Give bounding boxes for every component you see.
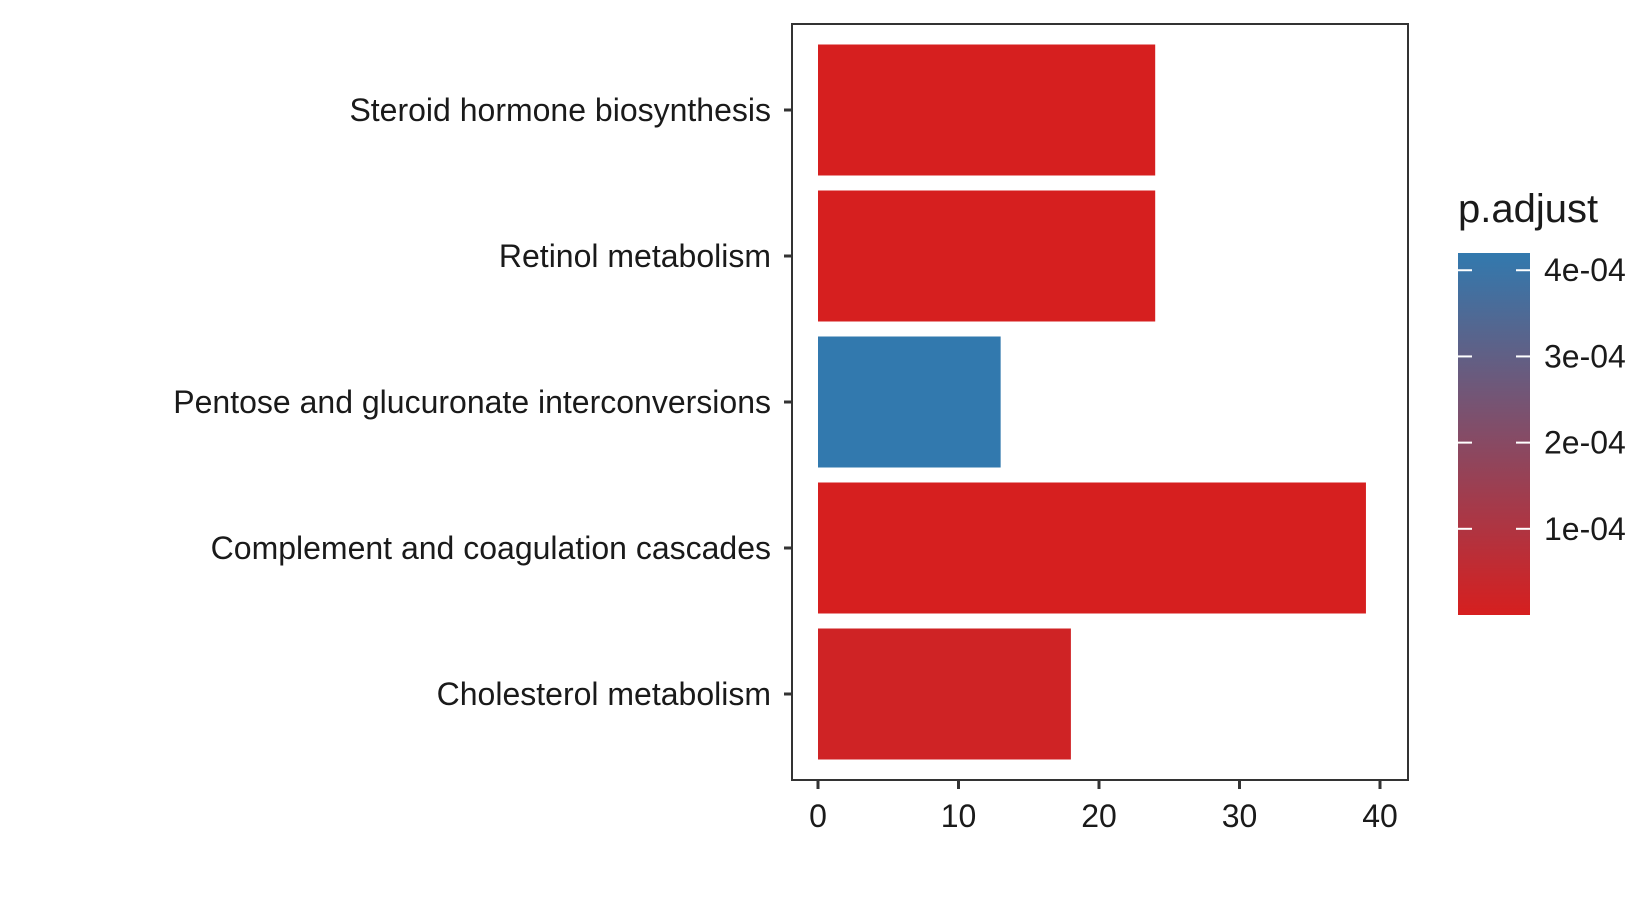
legend-tick-label: 2e-04 — [1544, 425, 1626, 461]
x-axis: 0 10 20 30 40 — [809, 780, 1398, 834]
x-tick-label: 10 — [941, 798, 977, 834]
bar — [818, 336, 1001, 468]
bar — [818, 190, 1156, 322]
y-tick-label: Pentose and glucuronate interconversions — [173, 384, 771, 420]
x-tick-label: 20 — [1081, 798, 1117, 834]
bar — [818, 628, 1071, 760]
y-tick-label: Complement and coagulation cascades — [211, 530, 771, 566]
legend: p.adjust 1e-04 2e-04 3e-04 4e-04 — [1458, 187, 1626, 615]
y-tick-label: Retinol metabolism — [499, 238, 771, 274]
y-tick-label: Cholesterol metabolism — [437, 676, 771, 712]
legend-tick-label: 1e-04 — [1544, 511, 1626, 547]
x-tick-label: 30 — [1222, 798, 1258, 834]
x-tick-label: 0 — [809, 798, 827, 834]
y-axis: Steroid hormone biosynthesis Retinol meta… — [173, 92, 792, 712]
legend-tick-label: 4e-04 — [1544, 252, 1626, 288]
legend-title: p.adjust — [1458, 187, 1598, 231]
legend-colorbar — [1458, 253, 1530, 615]
y-tick-label: Steroid hormone biosynthesis — [349, 92, 771, 128]
bar — [818, 482, 1366, 614]
legend-ticks: 1e-04 2e-04 3e-04 4e-04 — [1458, 252, 1626, 547]
x-tick-label: 40 — [1362, 798, 1398, 834]
legend-tick-label: 3e-04 — [1544, 338, 1626, 374]
bar — [818, 44, 1156, 176]
bars-group — [818, 44, 1366, 760]
